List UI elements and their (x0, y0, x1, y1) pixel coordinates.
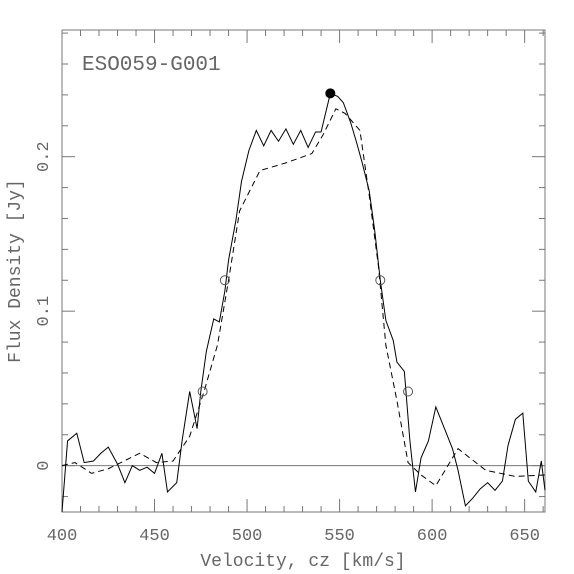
y-tick-label: 0 (35, 461, 54, 471)
plot-frame (61, 29, 546, 513)
x-tick-label: 600 (417, 527, 448, 546)
series-line (61, 92, 546, 513)
marker (403, 386, 414, 397)
y-tick-label: 0.1 (35, 296, 54, 327)
annotation: ESO059-G001 (82, 54, 221, 77)
x-tick-label: 650 (509, 527, 540, 546)
marker (219, 275, 230, 286)
y-tick-label: 0.2 (35, 141, 54, 172)
x-tick-label: 550 (324, 527, 355, 546)
x-tick-label: 450 (139, 527, 170, 546)
x-axis-label: Velocity, cz [km/s] (200, 552, 405, 572)
marker (375, 275, 386, 286)
marker (197, 386, 208, 397)
x-tick-label: 400 (47, 527, 78, 546)
marker (325, 88, 336, 99)
y-axis-label: Flux Density [Jy] (6, 179, 26, 363)
x-tick-label: 500 (232, 527, 263, 546)
series-line (61, 108, 546, 487)
